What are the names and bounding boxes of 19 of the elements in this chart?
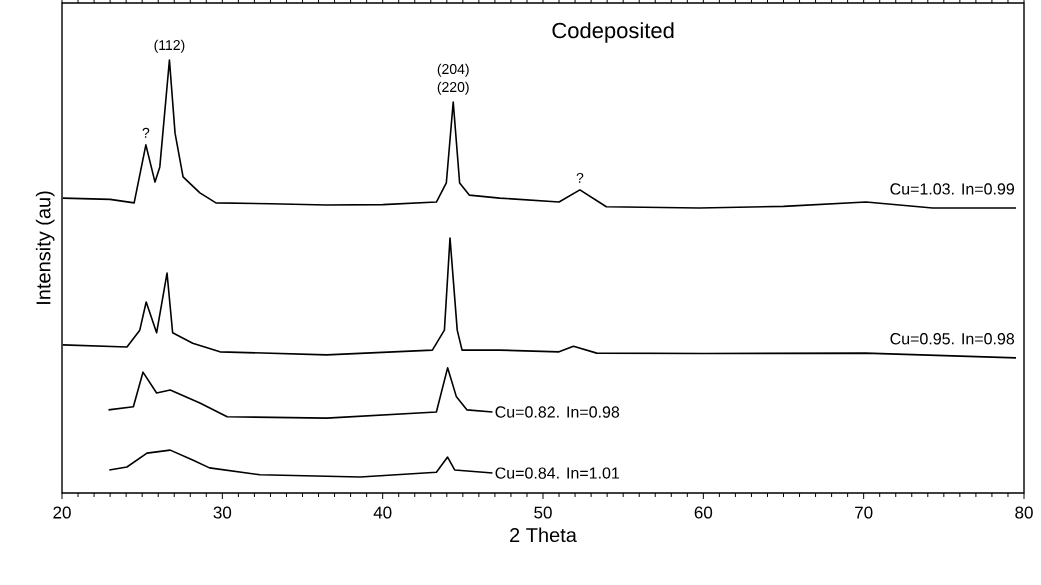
series-label: Cu=0.84. In=1.01 [495,467,620,479]
chart-title: Codeposited [552,22,674,43]
x-tick-label: 70 [855,506,873,519]
x-tick-label: 80 [1015,506,1033,519]
series-label: Cu=0.95. In=0.98 [890,333,1015,345]
series-label: Cu=0.82. In=0.98 [495,406,620,418]
x-tick-label: 50 [534,506,552,519]
annotation: ? [142,127,150,138]
annotation: (220) [437,81,469,95]
x-tick-label: 20 [53,506,71,519]
annotation: (204) [437,63,469,77]
x-axis-title: 2 Theta [510,527,577,543]
annotation: (112) [154,39,185,53]
annotation: ? [576,172,584,183]
series-label: Cu=1.03. In=0.99 [890,183,1015,195]
x-tick-label: 60 [694,506,713,519]
x-tick-label: 40 [373,506,392,519]
y-axis-title: Intensity (au) [35,191,55,304]
x-tick-label: 30 [213,506,232,519]
